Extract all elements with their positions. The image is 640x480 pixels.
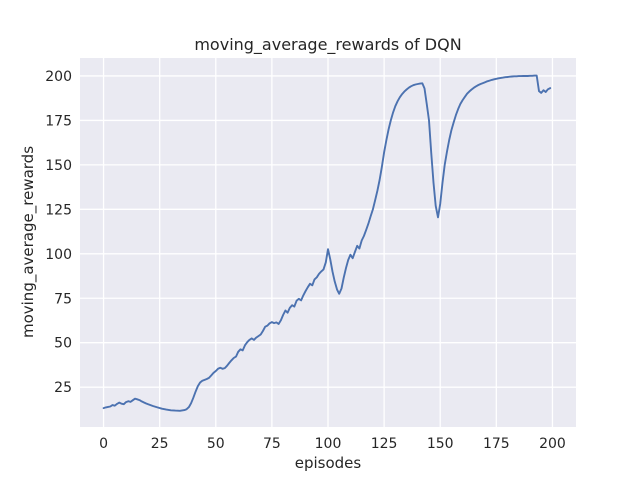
y-tick-label: 125 bbox=[45, 202, 72, 218]
y-tick-label: 175 bbox=[45, 113, 72, 129]
x-tick-label: 25 bbox=[151, 436, 169, 452]
x-tick-label: 200 bbox=[539, 436, 566, 452]
chart-title: moving_average_rewards of DQN bbox=[194, 35, 462, 54]
x-tick-label: 125 bbox=[371, 436, 398, 452]
y-tick-label: 200 bbox=[45, 69, 72, 85]
x-tick-label: 75 bbox=[263, 436, 281, 452]
x-tick-label: 175 bbox=[483, 436, 510, 452]
y-tick-label: 50 bbox=[54, 336, 72, 352]
reward-line-series bbox=[102, 74, 552, 412]
y-tick-label: 150 bbox=[45, 158, 72, 174]
x-tick-label: 50 bbox=[207, 436, 225, 452]
x-tick-label: 150 bbox=[427, 436, 454, 452]
x-tick-label: 100 bbox=[315, 436, 342, 452]
y-tick-label: 75 bbox=[54, 291, 72, 307]
y-tick-label: 100 bbox=[45, 247, 72, 263]
y-axis-label: moving_average_rewards bbox=[19, 145, 37, 339]
x-axis-label: episodes bbox=[294, 454, 362, 472]
y-tick-label: 25 bbox=[54, 380, 72, 396]
x-tick-label: 0 bbox=[99, 436, 108, 452]
